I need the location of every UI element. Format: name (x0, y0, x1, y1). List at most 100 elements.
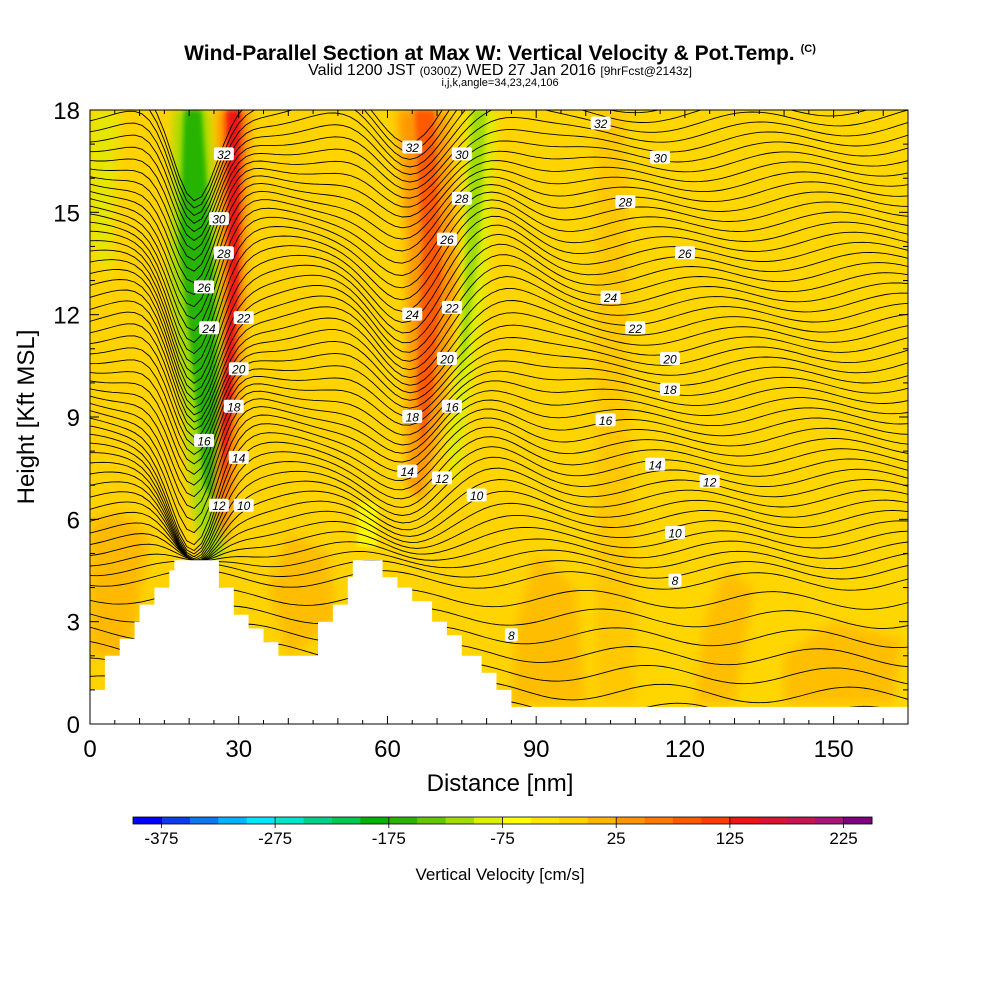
x-tick-label: 30 (225, 736, 252, 763)
isentrope-line (90, 490, 908, 562)
isentrope-label: 8 (504, 628, 518, 643)
y-tick-label: 9 (67, 405, 80, 432)
isentrope-label-bg (650, 150, 671, 164)
isentrope-line (90, 399, 908, 534)
isentrope-line (90, 276, 908, 423)
isentrope-label-text: 26 (439, 233, 454, 247)
isentrope-label-bg (228, 450, 249, 464)
colorbar-tick-label: 225 (829, 829, 857, 848)
isentrope-label: 10 (664, 525, 685, 540)
isentrope-line (90, 408, 908, 546)
w-patch (595, 110, 636, 704)
colorbar-swatch (133, 817, 162, 824)
isentrope-label-text: 32 (406, 141, 420, 155)
isentrope-line (90, 300, 908, 438)
x-tick-label: 60 (374, 736, 401, 763)
isentrope-label-bg (615, 195, 636, 209)
isentrope-label-text: 16 (197, 434, 211, 448)
isentrope-label-bg (595, 413, 616, 427)
isentrope-line (90, 538, 908, 562)
isentrope-label: 32 (402, 140, 423, 155)
isentrope-line (90, 243, 908, 401)
y-tick-label: 18 (53, 98, 80, 125)
colorbar-swatch (474, 817, 503, 824)
isentrope-label-text: 12 (435, 472, 449, 486)
colorbar-tick-label: 125 (716, 829, 744, 848)
isentrope-line (90, 436, 908, 558)
isentrope-label: 30 (650, 150, 671, 165)
isentrope-label-text: 20 (231, 363, 246, 377)
colorbar-swatch (445, 817, 475, 824)
isentrope-label-text: 32 (217, 148, 231, 162)
isentrope-label: 20 (660, 352, 681, 367)
isentrope-line (154, 110, 443, 202)
isentrope-line (90, 417, 908, 552)
isentrope-label-text: 12 (703, 475, 717, 489)
colorbar-swatch (559, 817, 589, 824)
isentrope-label-bg (451, 191, 472, 205)
isentrope-label: 18 (660, 382, 681, 397)
isentrope-line (90, 288, 908, 431)
isentrope-line (90, 514, 908, 562)
isentrope-label-text: 24 (405, 308, 420, 322)
x-tick-label: 150 (814, 736, 854, 763)
colorbar: -375 -275 -175 -75 25 125 225 (132, 816, 873, 848)
isentrope-line (90, 254, 908, 408)
isentrope-label-text: 18 (227, 400, 241, 414)
isentrope-label-bg (436, 352, 457, 366)
isentrope-label-text: 24 (201, 322, 216, 336)
isentrope-label-text: 28 (216, 247, 231, 261)
isentrope-line (90, 312, 908, 447)
plot-area: 8 8 10 10 10 12 12 12 14 14 14 16 16 16 18 18 18 20 20 20 22… (90, 110, 908, 724)
terrain (90, 560, 908, 724)
isentrope-label-bg (431, 471, 452, 485)
isentrope-line (90, 264, 908, 416)
isentrope-label: 32 (590, 116, 611, 131)
isentrope-line (90, 426, 908, 555)
colorbar-swatch (417, 817, 447, 824)
isentrope-label-text: 16 (599, 414, 613, 428)
isentrope-label-text: 28 (454, 192, 469, 206)
isentrope-label-text: 10 (668, 526, 682, 540)
isentrope-label-text: 16 (445, 400, 459, 414)
colorbar-swatch (587, 817, 617, 824)
isentrope-label-text: 22 (444, 301, 459, 315)
isentrope-label-text: 22 (628, 322, 643, 336)
isentrope-line (90, 168, 908, 308)
isentrope-line (90, 559, 908, 580)
colorbar-swatch (502, 817, 532, 824)
isentrope-label-text: 18 (406, 411, 420, 425)
isentrope-label-text: 24 (603, 291, 618, 305)
isentrope-label-bg (660, 382, 681, 396)
isentrope-label-text: 26 (677, 247, 692, 261)
y-axis-label: Height [Kft MSL] (13, 330, 40, 505)
isentrope-label-bg (625, 321, 646, 335)
isentrope-label-bg (213, 147, 234, 161)
isentrope-label-bg (699, 474, 720, 488)
isentrope-label-bg (451, 147, 472, 161)
y-tick-label: 3 (67, 610, 80, 637)
isentrope-label-bg (194, 433, 215, 447)
copyright-mark: (C) (800, 43, 816, 55)
isentrope-label-bg (504, 628, 518, 642)
isentrope-line (90, 337, 908, 465)
isentrope-label-bg (441, 300, 462, 314)
x-tick-label: 90 (523, 736, 550, 763)
isentrope-label-bg (223, 399, 244, 413)
colorbar-swatch (616, 817, 646, 824)
isentrope-label: 14 (228, 450, 249, 465)
isentrope-label-bg (233, 498, 254, 512)
isentrope-label-bg (590, 116, 611, 130)
isentrope-line (90, 549, 908, 570)
colorbar-tick-label: 25 (607, 829, 626, 848)
isentrope-label-bg (466, 488, 487, 502)
isentrope-label-text: 18 (663, 383, 677, 397)
utc-time: (0300Z) (419, 64, 462, 78)
isentrope-line (90, 150, 908, 284)
isentrope-label: 32 (213, 147, 234, 162)
isentrope-label-bg (402, 307, 423, 321)
isentrope-label: 18 (223, 399, 244, 414)
colorbar-swatch (644, 817, 674, 824)
isentrope-line (90, 215, 908, 375)
